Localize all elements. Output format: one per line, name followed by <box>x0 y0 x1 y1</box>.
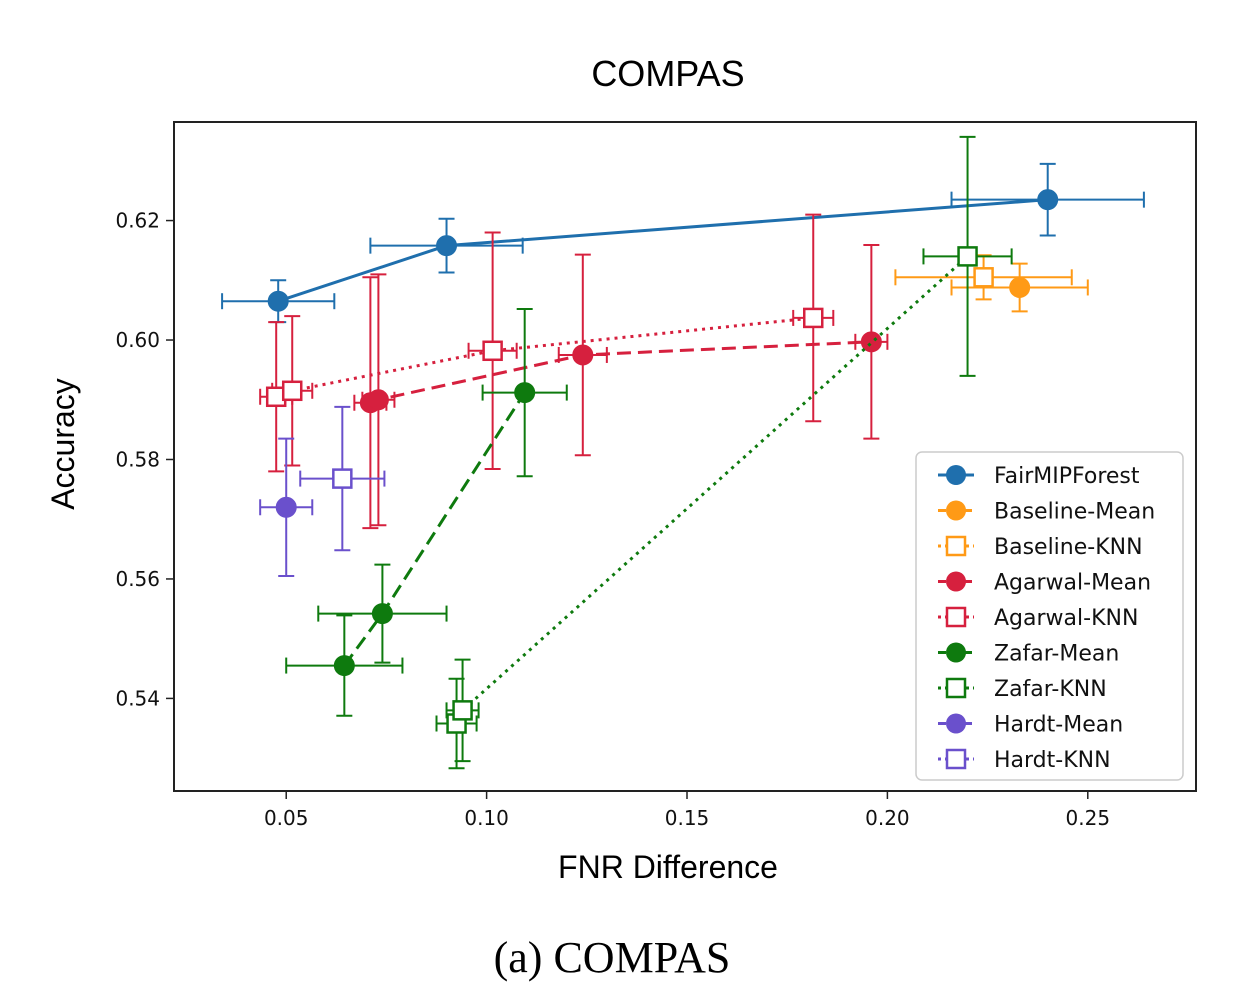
data-point <box>572 344 594 366</box>
data-point <box>1037 189 1059 211</box>
x-tick-label: 0.25 <box>1066 806 1111 830</box>
legend-label: Zafar-Mean <box>994 642 1119 667</box>
legend-entry-zafar-mean: Zafar-Mean <box>938 642 1119 667</box>
x-axis-title: FNR Difference <box>558 849 778 885</box>
data-point <box>267 290 289 312</box>
series-zafar-mean <box>285 307 568 717</box>
legend-label: Hardt-Mean <box>994 713 1123 738</box>
series-zafar-knn <box>435 135 1013 770</box>
legend-marker <box>946 500 966 521</box>
legend-entry-baseline-knn: Baseline-KNN <box>938 535 1143 560</box>
legend-marker <box>945 606 967 628</box>
legend-marker <box>946 571 966 592</box>
legend-marker <box>945 677 967 699</box>
legend-entry-fairmipforest: FairMIPForest <box>938 464 1140 489</box>
legend-marker <box>946 465 966 485</box>
legend-marker <box>946 713 966 734</box>
y-tick-label: 0.62 <box>115 209 160 233</box>
series-fairmipforest <box>221 162 1145 324</box>
data-point <box>860 331 882 353</box>
x-tick-label: 0.15 <box>665 806 710 830</box>
data-point <box>803 307 824 329</box>
legend-entry-hardt-knn: Hardt-KNN <box>938 748 1111 773</box>
data-point <box>482 340 503 362</box>
legend-label: Zafar-KNN <box>994 677 1107 702</box>
legend-label: FairMIPForest <box>994 464 1140 489</box>
legend-entry-agarwal-knn: Agarwal-KNN <box>938 606 1138 631</box>
axis-ticks: 0.05 0.10 0.15 0.20 0.25 0.54 0.56 0.58 0.60 0.62 <box>115 209 1110 830</box>
series-layer <box>221 135 1145 770</box>
y-tick-label: 0.56 <box>115 567 160 591</box>
legend-marker <box>946 642 966 663</box>
data-point <box>436 235 458 257</box>
legend-marker <box>945 535 967 557</box>
x-tick-label: 0.20 <box>865 806 910 830</box>
x-tick-label: 0.05 <box>264 806 309 830</box>
data-point <box>371 603 393 625</box>
y-axis-title: Accuracy <box>45 378 81 510</box>
series-baseline-knn <box>894 254 1073 301</box>
legend-box <box>915 451 1184 781</box>
figure-caption: (a) COMPAS <box>494 933 731 982</box>
data-point <box>333 655 355 677</box>
legend-label: Agarwal-KNN <box>994 606 1138 631</box>
data-point <box>275 496 297 518</box>
series-hardt-mean <box>259 437 314 577</box>
chart-title: COMPAS <box>591 53 744 94</box>
legend: FairMIPForest Baseline-Mean Baseline-KNN Ag… <box>915 451 1184 781</box>
y-tick-label: 0.54 <box>115 686 160 710</box>
data-point <box>367 389 389 411</box>
legend-entry-baseline-mean: Baseline-Mean <box>938 500 1155 525</box>
x-tick-label: 0.10 <box>464 806 509 830</box>
series-agarwal-mean <box>353 244 889 530</box>
legend-label: Baseline-KNN <box>994 535 1143 560</box>
data-point <box>452 700 473 721</box>
legend-entry-zafar-knn: Zafar-KNN <box>938 677 1107 702</box>
data-point <box>973 267 994 288</box>
data-point <box>957 246 978 267</box>
data-point <box>332 468 353 489</box>
legend-label: Baseline-Mean <box>994 500 1155 525</box>
y-tick-label: 0.58 <box>115 447 160 471</box>
data-point <box>1009 276 1031 298</box>
data-point <box>514 382 536 404</box>
y-tick-label: 0.60 <box>115 328 160 352</box>
legend-marker <box>945 748 967 770</box>
legend-entry-agarwal-mean: Agarwal-Mean <box>938 571 1151 596</box>
data-point <box>281 380 303 402</box>
legend-entry-hardt-mean: Hardt-Mean <box>938 713 1123 738</box>
legend-label: Hardt-KNN <box>994 748 1111 773</box>
series-hardt-knn <box>299 405 386 552</box>
legend-label: Agarwal-Mean <box>994 571 1151 596</box>
